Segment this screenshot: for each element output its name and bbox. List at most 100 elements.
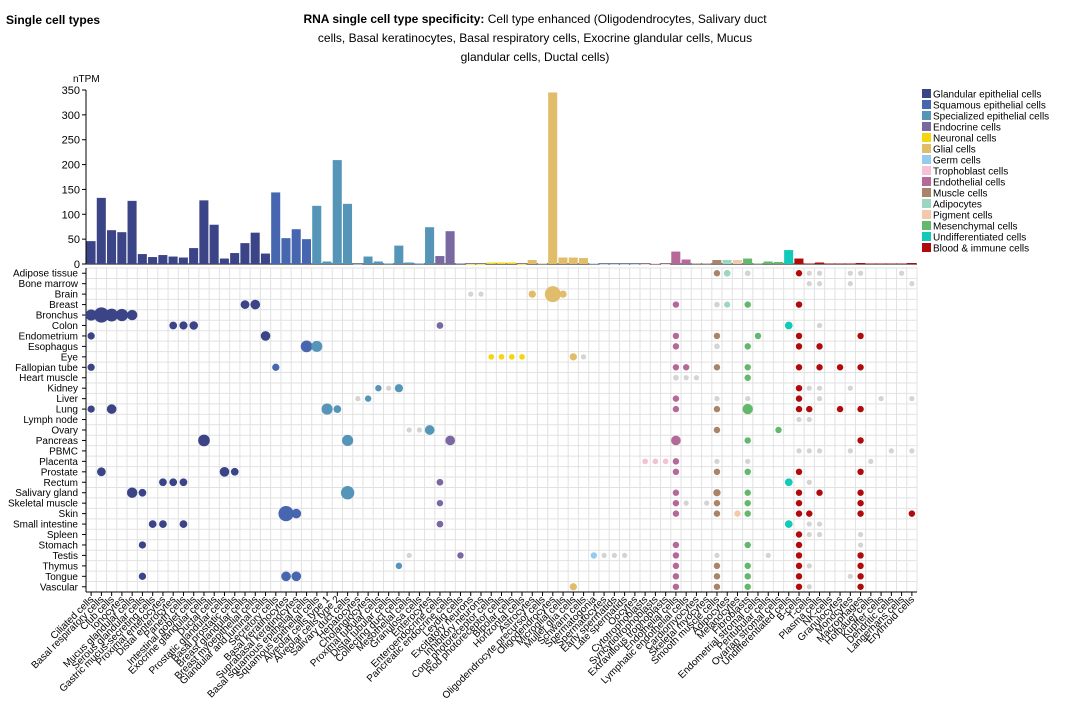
- dot: [364, 395, 372, 402]
- dot: [673, 374, 679, 381]
- bar: [219, 258, 229, 264]
- dot: [806, 416, 812, 423]
- dot: [744, 437, 751, 444]
- bar-y-tick-label: 350: [62, 85, 80, 97]
- dot: [775, 426, 782, 434]
- dot: [321, 403, 333, 415]
- dot: [816, 322, 823, 329]
- dot: [744, 270, 751, 277]
- dot: [857, 531, 864, 538]
- dot: [847, 270, 853, 276]
- legend-label: Blood & immune cells: [933, 244, 1029, 255]
- dot: [436, 499, 444, 507]
- legend-swatch: [922, 133, 931, 142]
- bar: [661, 264, 671, 265]
- dot: [300, 340, 313, 353]
- dot: [745, 458, 751, 464]
- bar: [722, 260, 732, 264]
- dot: [816, 531, 823, 538]
- bar: [640, 264, 650, 265]
- bar: [373, 261, 383, 264]
- dot: [713, 583, 721, 590]
- dot: [795, 541, 803, 549]
- bar: [835, 263, 845, 265]
- tissue-label: Skeletal muscle: [8, 499, 78, 510]
- dot: [857, 510, 864, 517]
- bar: [702, 263, 712, 265]
- dot: [713, 573, 721, 580]
- dot: [159, 520, 167, 528]
- bar-y-tick-label: 50: [68, 234, 80, 246]
- dot: [744, 301, 751, 308]
- dot: [528, 290, 536, 298]
- bar: [578, 258, 589, 264]
- legend-swatch: [922, 89, 931, 98]
- tissue-label: Ovary: [51, 426, 78, 437]
- dot: [355, 396, 361, 402]
- dot: [672, 573, 680, 580]
- bar: [353, 264, 363, 265]
- dot: [909, 448, 915, 454]
- tissue-label: Placenta: [39, 457, 78, 468]
- dot: [795, 332, 803, 340]
- bar: [609, 264, 619, 265]
- bar: [301, 239, 312, 264]
- dot: [544, 286, 561, 303]
- dot: [714, 396, 720, 402]
- bar: [794, 258, 804, 264]
- bar: [312, 205, 322, 264]
- dot: [682, 364, 690, 371]
- legend-swatch: [922, 155, 931, 164]
- bar: [107, 230, 117, 264]
- dot: [642, 458, 648, 465]
- bar: [486, 262, 496, 264]
- bar: [230, 253, 240, 264]
- dot: [436, 322, 444, 329]
- bar-y-tick-label: 250: [62, 135, 80, 147]
- dot: [806, 531, 812, 538]
- dot: [908, 510, 916, 517]
- bar: [240, 243, 250, 264]
- dot: [723, 269, 731, 277]
- dot: [240, 300, 250, 309]
- dot: [713, 562, 721, 570]
- dot: [169, 321, 178, 330]
- dot: [806, 521, 812, 527]
- legend-label: Muscle cells: [933, 189, 987, 200]
- legend-label: Specialized epithelial cells: [933, 112, 1049, 123]
- dot: [672, 583, 680, 590]
- bar: [681, 259, 691, 264]
- dot: [806, 584, 812, 590]
- dot: [672, 552, 680, 559]
- dot: [744, 343, 751, 350]
- dot: [857, 437, 864, 444]
- legend-label: Trophoblast cells: [933, 167, 1008, 178]
- tissue-label: Fallopian tube: [15, 363, 78, 374]
- dot: [857, 468, 864, 476]
- bar: [425, 227, 435, 264]
- dot: [816, 396, 823, 402]
- dot: [857, 364, 864, 371]
- legend-swatch: [922, 188, 931, 197]
- dot: [97, 467, 106, 477]
- legend-swatch: [922, 221, 931, 230]
- dot: [806, 563, 812, 569]
- legend-swatch: [922, 177, 931, 186]
- legend-label: Endothelial cells: [933, 178, 1005, 189]
- dot: [693, 375, 700, 381]
- tissue-label: Eye: [61, 352, 79, 363]
- dot: [857, 405, 864, 413]
- page-title: Single cell types: [6, 13, 101, 27]
- tissue-label: Vascular: [40, 582, 79, 593]
- tissue-label: Testis: [52, 551, 78, 562]
- bar: [773, 262, 783, 264]
- dot: [683, 500, 689, 506]
- dot: [115, 308, 129, 322]
- chart-title-bold: RNA single cell type specificity:: [303, 12, 485, 26]
- dot: [909, 396, 915, 402]
- tissue-label: Liver: [56, 394, 78, 405]
- dot: [468, 291, 474, 297]
- bar: [322, 261, 332, 264]
- dot: [806, 385, 812, 391]
- dot: [784, 520, 793, 528]
